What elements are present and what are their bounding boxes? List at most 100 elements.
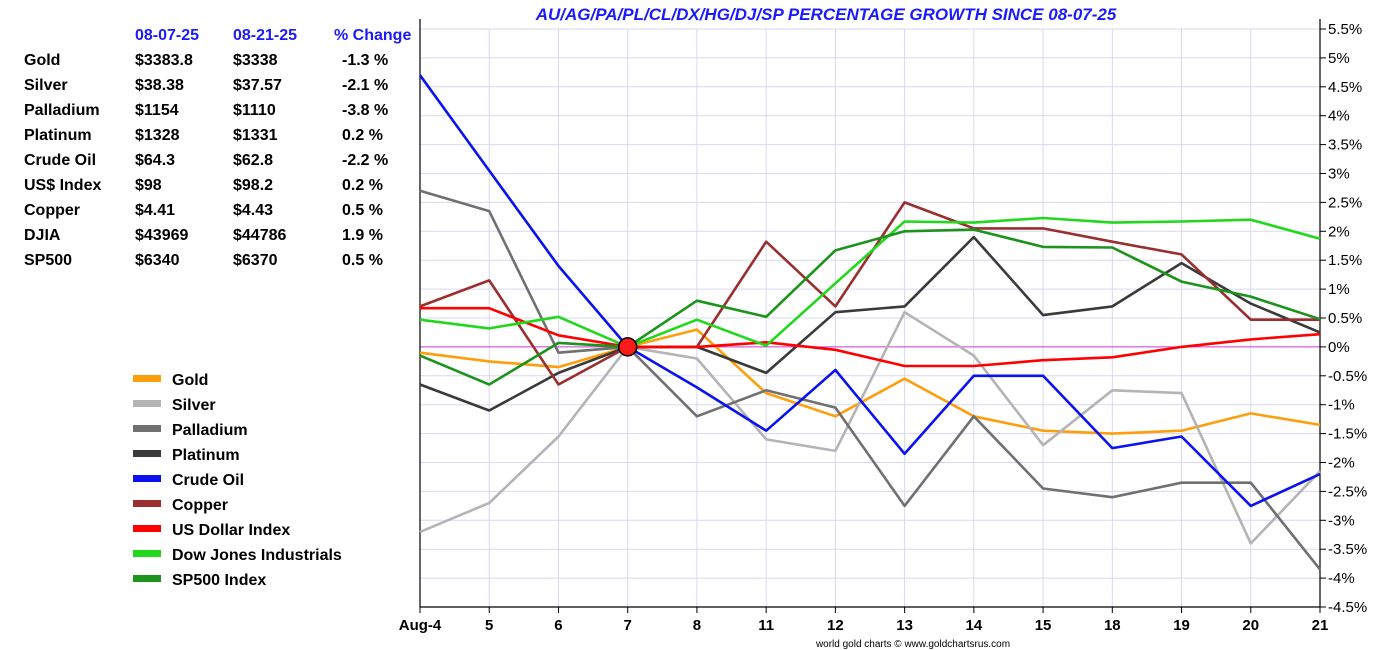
legend-swatch	[133, 450, 161, 457]
x-tick-label: 14	[966, 617, 983, 634]
reference-point-marker	[617, 337, 638, 357]
table-header-1: 08-07-25	[135, 27, 199, 44]
legend-swatch	[133, 375, 161, 382]
legend-swatch	[133, 500, 161, 507]
y-tick-label: -2%	[1328, 455, 1355, 472]
x-tick-label: 18	[1104, 617, 1121, 634]
table-cell-end: $4.43	[233, 202, 273, 219]
table-cell-change: -2.1 %	[342, 77, 388, 94]
legend-label: Dow Jones Industrials	[172, 547, 342, 564]
x-tick-label: 6	[554, 617, 562, 634]
legend-label: SP500 Index	[172, 572, 266, 589]
y-tick-label: 2%	[1328, 223, 1350, 240]
legend-swatch	[133, 525, 161, 532]
y-tick-label: -2.5%	[1328, 483, 1367, 500]
legend-swatch	[133, 550, 161, 557]
y-tick-label: 1.5%	[1328, 252, 1362, 269]
table-cell-change: 0.2 %	[342, 127, 383, 144]
y-tick-label: -3%	[1328, 512, 1355, 529]
y-tick-label: 4.5%	[1328, 79, 1362, 96]
table-cell-end: $3338	[233, 52, 278, 69]
table-cell-change: -2.2 %	[342, 152, 388, 169]
legend-label: Palladium	[172, 422, 248, 439]
x-tick-label: 19	[1173, 617, 1190, 634]
series-line-dow-jones-industrials	[419, 216, 1321, 349]
table-cell-name: Palladium	[24, 102, 100, 119]
x-tick-label: 5	[485, 617, 493, 634]
legend-label: Silver	[172, 397, 216, 414]
series-line-crude-oil	[418, 74, 1321, 508]
y-tick-label: -4.5%	[1328, 599, 1367, 616]
table-cell-change: 0.5 %	[342, 202, 383, 219]
table-cell-change: 1.9 %	[342, 227, 383, 244]
credit-text: world gold charts © www.goldchartsrus.co…	[815, 639, 1010, 650]
legend-label: Crude Oil	[172, 472, 244, 489]
y-tick-label: -4%	[1328, 570, 1355, 587]
table-cell-change: -1.3 %	[342, 52, 388, 69]
price-table: 08-07-25 08-21-25 % Change Gold $3383.8 $3338…	[24, 27, 411, 269]
series-line-palladium	[419, 189, 1322, 571]
y-tick-label: 5.5%	[1328, 21, 1362, 38]
legend-swatch	[133, 575, 161, 582]
y-tick-label: 1%	[1328, 281, 1350, 298]
table-cell-start: $1154	[135, 102, 179, 119]
table-cell-change: -3.8 %	[342, 102, 388, 119]
x-tick-label: 15	[1035, 617, 1052, 634]
table-cell-end: $44786	[233, 227, 286, 244]
legend-swatch	[133, 400, 161, 407]
legend: Gold Silver Palladium Platinum Crude Oil Copp…	[133, 372, 342, 589]
y-tick-label: 3%	[1328, 166, 1350, 183]
y-tick-label: -1.5%	[1328, 426, 1367, 443]
legend-label: US Dollar Index	[172, 522, 290, 539]
table-cell-change: 0.2 %	[342, 177, 383, 194]
table-cell-end: $1331	[233, 127, 278, 144]
table-cell-name: Silver	[24, 77, 68, 94]
legend-label: Gold	[172, 372, 208, 389]
chart-title: AU/AG/PA/PL/CL/DX/HG/DJ/SP PERCENTAGE GR…	[535, 5, 1117, 24]
y-tick-label: 3.5%	[1328, 137, 1362, 154]
table-cell-start: $64.3	[135, 152, 175, 169]
series-line-silver	[419, 310, 1321, 545]
x-tick-label: Aug-4	[399, 617, 442, 634]
table-cell-name: US$ Index	[24, 177, 101, 194]
table-cell-name: SP500	[24, 252, 72, 269]
table-cell-start: $1328	[135, 127, 180, 144]
y-tick-label: -3.5%	[1328, 541, 1367, 558]
table-cell-start: $4.41	[135, 202, 175, 219]
table-cell-end: $37.57	[233, 77, 282, 94]
x-tick-label: 7	[624, 617, 632, 634]
table-cell-end: $6370	[233, 252, 278, 269]
x-tick-label: 12	[827, 617, 844, 634]
y-tick-label: 2.5%	[1328, 194, 1362, 211]
x-tick-label: 20	[1242, 617, 1259, 634]
table-cell-name: Crude Oil	[24, 152, 96, 169]
legend-swatch	[133, 475, 161, 482]
table-cell-name: Copper	[24, 202, 80, 219]
table-cell-name: DJIA	[24, 227, 61, 244]
table-cell-change: 0.5 %	[342, 252, 383, 269]
legend-swatch	[133, 425, 161, 432]
axes-layer: 5.5% 5% 4.5% 4% 3.5% 3% 2.5% 2% 1.5% 1% 0.5% 0% -0.5…	[399, 19, 1367, 634]
table-header-2: 08-21-25	[233, 27, 297, 44]
x-tick-label: 11	[758, 617, 774, 634]
y-tick-label: 4%	[1328, 108, 1350, 125]
legend-label: Copper	[172, 497, 228, 514]
table-cell-start: $38.38	[135, 77, 184, 94]
table-header-3: % Change	[334, 27, 411, 44]
table-cell-name: Platinum	[24, 127, 92, 144]
series-line-platinum	[419, 235, 1321, 412]
x-tick-label: 13	[896, 617, 913, 634]
y-tick-label: 0%	[1328, 339, 1350, 356]
series-line-copper	[419, 201, 1320, 386]
table-cell-end: $98.2	[233, 177, 273, 194]
x-tick-label: 8	[693, 617, 701, 634]
table-cell-end: $62.8	[233, 152, 273, 169]
y-tick-label: -1%	[1328, 397, 1355, 414]
series-line-sp500-index	[419, 228, 1321, 386]
x-tick-label: 21	[1312, 617, 1329, 634]
y-tick-label: 5%	[1328, 50, 1350, 67]
table-cell-name: Gold	[24, 52, 60, 69]
series-line-us-dollar-index	[420, 306, 1321, 368]
legend-label: Platinum	[172, 447, 240, 464]
